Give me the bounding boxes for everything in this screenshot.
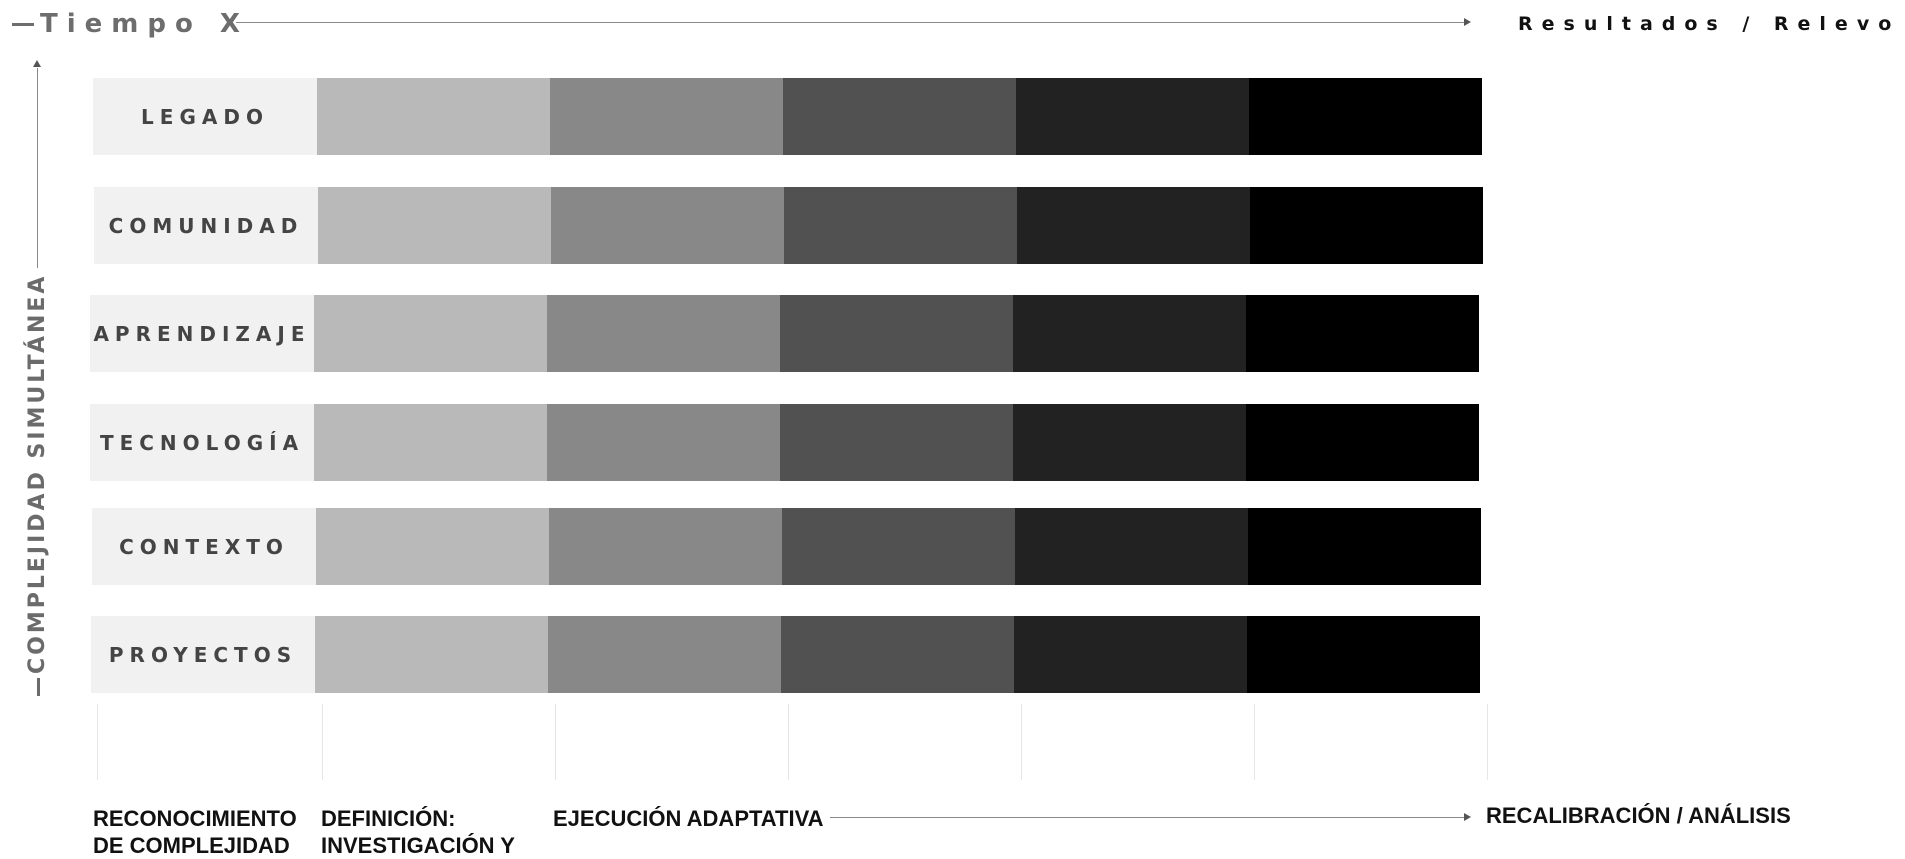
phase-segment: [1014, 616, 1247, 693]
vertical-axis-line: [37, 68, 38, 268]
row-contexto: CONTEXTO: [92, 508, 1481, 585]
row-label: TECNOLOGÍA: [90, 404, 314, 481]
phase-segment: [317, 78, 550, 155]
phase-segment: [551, 187, 784, 264]
column-guide-line: [788, 704, 789, 780]
row-legado: LEGADO: [93, 78, 1482, 155]
phase-segment: [1016, 78, 1249, 155]
row-label: PROYECTOS: [91, 616, 315, 693]
time-axis-arrow: [236, 18, 1471, 26]
row-tecnologia: TECNOLOGÍA: [90, 404, 1479, 481]
dash-icon: [12, 23, 34, 26]
phase-segment: [549, 508, 782, 585]
arrow-right-icon: [1464, 18, 1471, 26]
column-guide-line: [1254, 704, 1255, 780]
phase-segment: [1015, 508, 1248, 585]
row-comunidad: COMUNIDAD: [94, 187, 1483, 264]
phase-segment: [781, 616, 1014, 693]
phase-segment: [783, 78, 1016, 155]
time-axis-text: Tiempo X: [40, 9, 249, 39]
arrow-right-icon: [1464, 813, 1471, 821]
row-label: COMUNIDAD: [94, 187, 318, 264]
phase-label-line: RECONOCIMIENTO: [93, 806, 297, 831]
phase-segment: [1249, 78, 1482, 155]
phase-segment: [782, 508, 1015, 585]
column-guide-line: [1487, 704, 1488, 780]
phase-label-line: INVESTIGACIÓN Y: [321, 833, 515, 858]
row-label: APRENDIZAJE: [90, 295, 314, 372]
phase-segment: [550, 78, 783, 155]
phase-segment: [1250, 187, 1483, 264]
phase-segment: [547, 295, 780, 372]
phase-segment: [1247, 616, 1480, 693]
row-aprendizaje: APRENDIZAJE: [90, 295, 1479, 372]
phase-segment: [1248, 508, 1481, 585]
column-guide-line: [1021, 704, 1022, 780]
vertical-axis-text: COMPLEJIDAD SIMULTÁNEA: [25, 273, 50, 674]
phase-label-reconocimiento: RECONOCIMIENTO DE COMPLEJIDAD: [93, 805, 297, 859]
phase-segment: [547, 404, 780, 481]
row-proyectos: PROYECTOS: [91, 616, 1480, 693]
phase-label-recalibracion: RECALIBRACIÓN / ANÁLISIS: [1486, 803, 1791, 828]
phase-segment: [1013, 404, 1246, 481]
phase-segment: [315, 616, 548, 693]
phase-label-line: DE COMPLEJIDAD: [93, 833, 290, 858]
phase-segment: [784, 187, 1017, 264]
column-guide-line: [322, 704, 323, 780]
phase-segment: [314, 295, 547, 372]
row-label: LEGADO: [93, 78, 317, 155]
phase-segment: [318, 187, 551, 264]
phase-label-ejecucion: EJECUCIÓN ADAPTATIVA: [553, 806, 824, 831]
phase-segment: [1246, 295, 1479, 372]
phase-segment: [548, 616, 781, 693]
dash-icon: [36, 678, 40, 696]
phase-label-definicion: DEFINICIÓN: INVESTIGACIÓN Y: [321, 805, 515, 859]
phase-segment: [1246, 404, 1479, 481]
phase-segment: [780, 404, 1013, 481]
column-guide-line: [555, 704, 556, 780]
phase-segment: [780, 295, 1013, 372]
phase-segment: [316, 508, 549, 585]
arrow-up-icon: [33, 60, 41, 67]
results-label: Resultados / Relevo: [1518, 13, 1901, 35]
phase-arrow: [830, 813, 1471, 821]
vertical-axis-label: COMPLEJIDAD SIMULTÁNEA: [21, 273, 55, 696]
phase-label-line: DEFINICIÓN:: [321, 806, 456, 831]
phase-segment: [1017, 187, 1250, 264]
time-axis-label: Tiempo X: [12, 6, 249, 42]
phase-segment: [314, 404, 547, 481]
row-label: CONTEXTO: [92, 508, 316, 585]
column-guide-line: [97, 704, 98, 780]
phase-segment: [1013, 295, 1246, 372]
